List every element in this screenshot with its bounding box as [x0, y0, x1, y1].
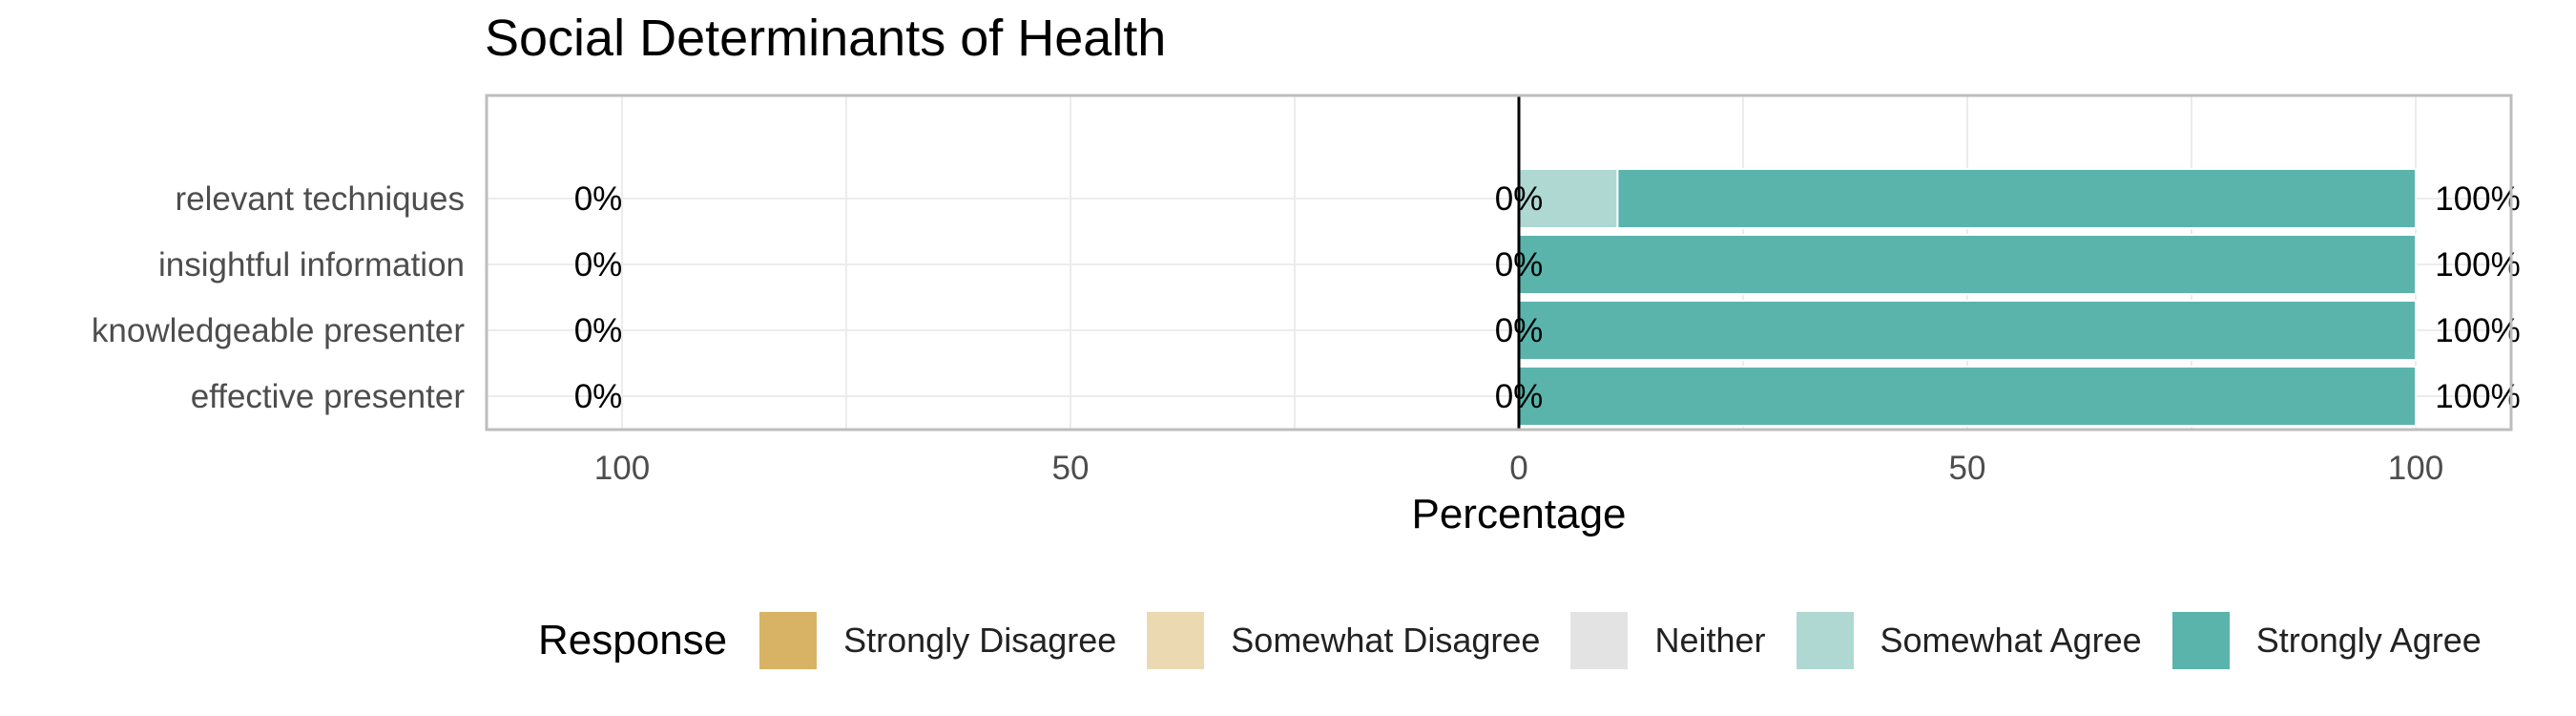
bar-segment: [1518, 234, 2417, 295]
x-tick-label: 50: [1052, 450, 1090, 487]
bar-segment: [1616, 168, 2417, 229]
legend-label: Somewhat Disagree: [1231, 621, 1541, 660]
x-tick-label: 50: [1949, 450, 1986, 487]
legend-item: Strongly Disagree: [758, 610, 1116, 671]
data-label-agree: 100%: [2435, 378, 2521, 415]
data-label-neutral: 0%: [1495, 180, 1544, 218]
y-tick-label: insightful information: [158, 246, 465, 284]
x-tick-label: 0: [1509, 450, 1527, 487]
y-tick-label: effective presenter: [191, 378, 466, 415]
legend-swatch: [1794, 610, 1856, 671]
y-tick-label: knowledgeable presenter: [92, 312, 465, 349]
data-label-neutral: 0%: [1495, 312, 1544, 349]
data-label-disagree: 0%: [574, 246, 623, 284]
data-label-disagree: 0%: [574, 312, 623, 349]
bar-segment: [1518, 366, 2417, 427]
data-label-disagree: 0%: [574, 378, 623, 415]
legend-label: Neither: [1654, 621, 1766, 660]
legend-item: Somewhat Agree: [1794, 610, 2142, 671]
bar-segment: [1518, 168, 1619, 229]
plot-border: [485, 94, 2513, 432]
data-label-disagree: 0%: [574, 180, 623, 218]
data-label-agree: 100%: [2435, 312, 2521, 349]
legend-swatch: [1145, 610, 1207, 671]
data-label-neutral: 0%: [1495, 246, 1544, 284]
legend-item: Strongly Agree: [2170, 610, 2482, 671]
chart-title: Social Determinants of Health: [485, 10, 1166, 67]
legend-items: Strongly Disagree Somewhat Disagree Neithe…: [758, 610, 2510, 671]
x-tick-label: 100: [594, 450, 650, 487]
legend-swatch: [758, 610, 820, 671]
label-layer: 0% 0% 100% 0% 0% 100% 0% 0% 100% 0% 0% 100%: [574, 180, 2521, 415]
legend-label: Somewhat Agree: [1880, 621, 2142, 660]
x-tick-labels: 100 50 0 50 100: [594, 450, 2443, 487]
x-axis-title: Percentage: [1411, 491, 1626, 537]
data-label-neutral: 0%: [1495, 378, 1544, 415]
legend-swatch: [2170, 610, 2232, 671]
bar-layer: [1518, 168, 2417, 427]
bar-segment: [1518, 300, 2417, 361]
legend-title: Response: [538, 617, 728, 663]
y-tick-label: relevant techniques: [175, 180, 465, 218]
legend-item: Somewhat Disagree: [1145, 610, 1540, 671]
legend-label: Strongly Agree: [2255, 621, 2482, 660]
y-tick-labels: relevant techniques insightful informatio…: [92, 180, 465, 415]
legend-item: Neither: [1568, 610, 1766, 671]
legend-swatch: [1568, 610, 1631, 671]
legend-label: Strongly Disagree: [843, 621, 1117, 660]
legend: Response Strongly Disagree Somewhat Disag…: [538, 607, 2510, 674]
x-tick-label: 100: [2388, 450, 2443, 487]
data-label-agree: 100%: [2435, 246, 2521, 284]
data-label-agree: 100%: [2435, 180, 2521, 218]
